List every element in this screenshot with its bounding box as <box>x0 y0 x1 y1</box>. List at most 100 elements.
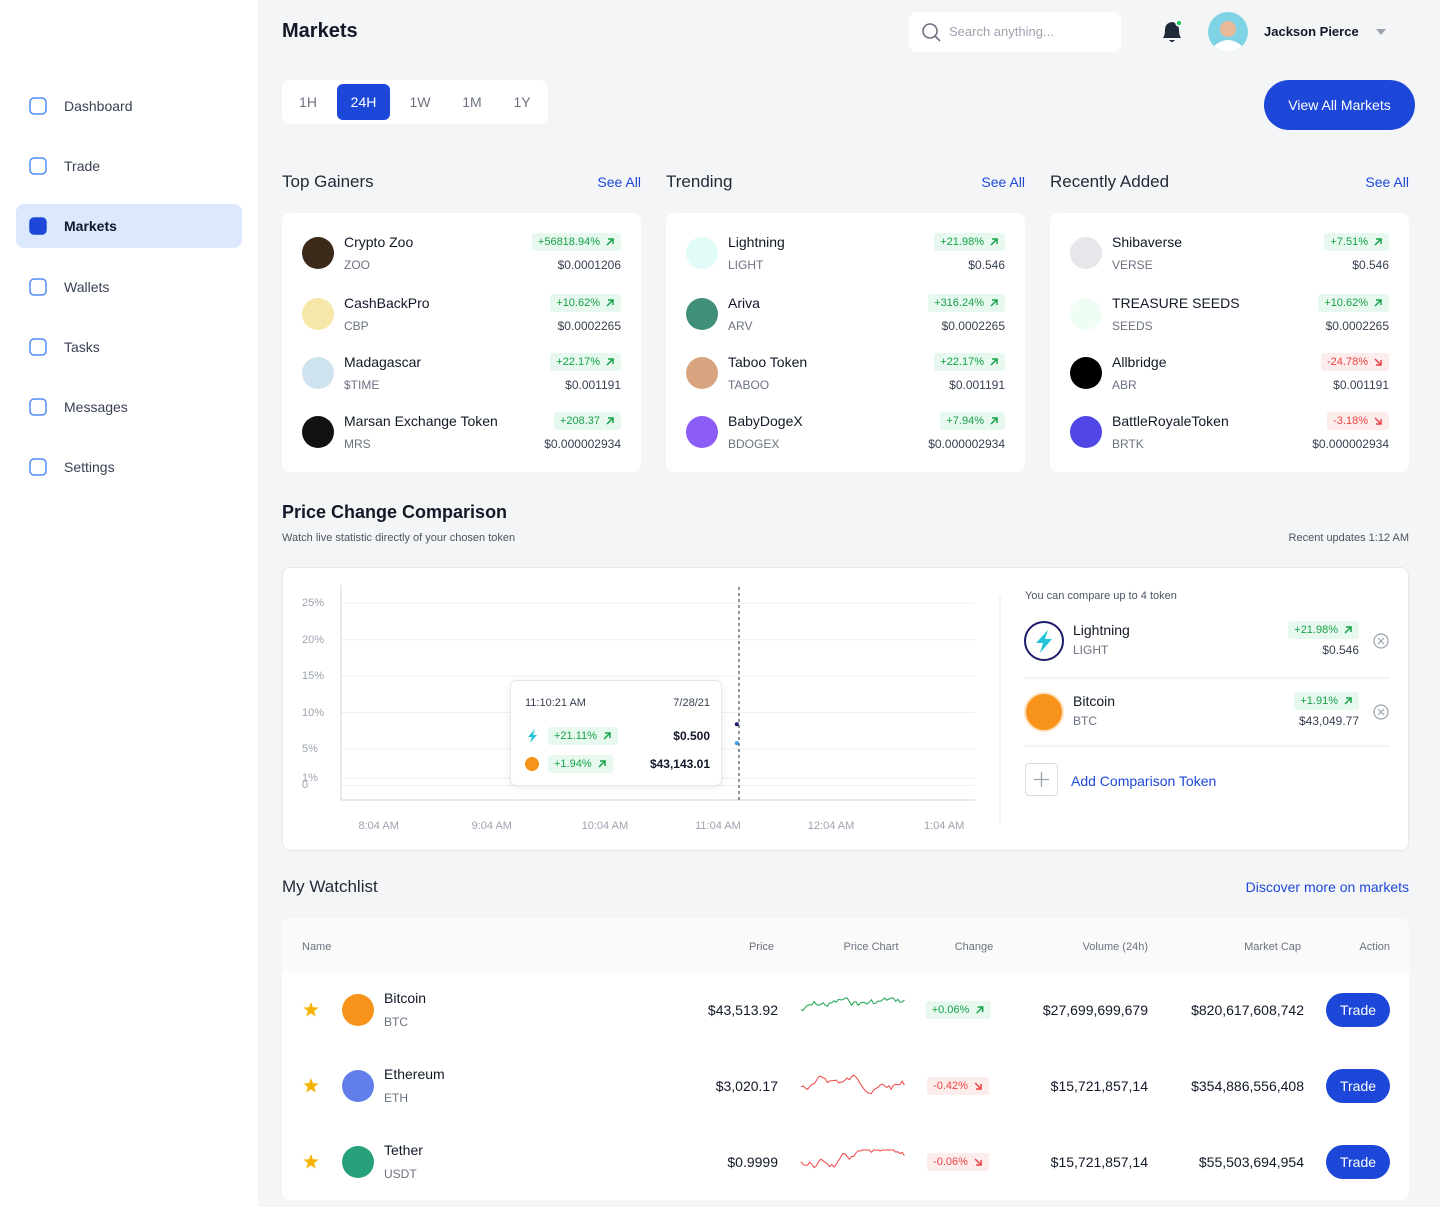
see-all-link[interactable]: See All <box>1365 174 1409 190</box>
panel-title: Trending <box>666 172 733 191</box>
coin-icon <box>1070 357 1102 389</box>
trade-button[interactable]: Trade <box>1326 1145 1390 1179</box>
arrow-icon <box>1374 238 1382 246</box>
coin-icon <box>686 298 718 330</box>
coin-symbol: ARV <box>728 319 753 333</box>
nav-item[interactable] <box>16 204 242 248</box>
arrow-icon <box>975 1006 984 1014</box>
timeframe-button[interactable]: 1W <box>409 94 431 110</box>
star-icon <box>303 1154 319 1169</box>
change-badge: +21.98% <box>934 233 1005 251</box>
hover-dot <box>734 722 739 727</box>
section-subtitle: Watch live statistic directly of your ch… <box>282 532 516 544</box>
coin-symbol: LIGHT <box>728 258 764 272</box>
timeframe-button[interactable]: 1M <box>462 94 482 110</box>
discover-link[interactable]: Discover more on markets <box>1245 879 1409 895</box>
see-all-link[interactable]: See All <box>597 174 641 190</box>
tooltip-date: 7/28/21 <box>673 697 710 709</box>
user-name[interactable]: Jackson Pierce <box>1264 24 1359 39</box>
section-title: Price Change Comparison <box>282 502 508 522</box>
sparkline <box>800 997 905 1011</box>
column-header: Price <box>748 941 774 953</box>
nav-label[interactable]: Messages <box>64 399 128 415</box>
arrow <box>990 358 998 366</box>
nav-label[interactable]: Dashboard <box>64 98 133 114</box>
panel-title: Recently Added <box>1050 172 1170 191</box>
arrow-icon <box>990 299 998 307</box>
change-value: +10.62% <box>556 297 600 309</box>
y-tick-label: 10% <box>302 706 325 719</box>
coin-price: $0.0002265 <box>557 319 621 333</box>
panel-title: Top Gainers <box>282 172 374 191</box>
arrow <box>598 760 606 768</box>
change-value: -24.78% <box>1327 356 1368 368</box>
column-header: Volume (24h) <box>1082 941 1148 953</box>
coin-symbol: SEEDS <box>1112 319 1153 333</box>
timeframe-button[interactable]: 1H <box>299 94 317 110</box>
nav-label[interactable]: Trade <box>64 158 101 174</box>
change-badge: +7.94% <box>940 412 1005 430</box>
primary-button[interactable]: View All Markets <box>1264 80 1415 130</box>
search-box[interactable] <box>909 12 1121 52</box>
change-value: +21.11% <box>554 730 597 742</box>
x-tick-label: 9:04 AM <box>471 820 512 832</box>
coin-icon <box>686 357 718 389</box>
column-header: Market Cap <box>1244 941 1301 953</box>
coin-icon <box>342 994 374 1026</box>
timeframe-group <box>282 80 548 124</box>
watchlist-header <box>282 918 1409 972</box>
star-icon <box>303 1002 319 1017</box>
arrow <box>1374 358 1382 366</box>
timeframe-button[interactable]: 24H <box>337 84 390 120</box>
nav-label[interactable]: Wallets <box>64 279 110 295</box>
add-token-link[interactable]: Add Comparison Token <box>1071 773 1217 789</box>
change-badge: -0.42% <box>927 1077 989 1095</box>
arrow-icon <box>974 1158 982 1166</box>
coin-icon <box>525 757 539 771</box>
coin-symbol: MRS <box>344 437 371 451</box>
tooltip-price: $43,143.01 <box>649 757 710 771</box>
coin-price: $0.001191 <box>949 378 1005 392</box>
change-badge: +208.37 <box>553 412 621 430</box>
trade-button[interactable]: Trade <box>1326 993 1390 1027</box>
change-value: +1.91% <box>1300 695 1338 707</box>
nav-label[interactable]: Settings <box>64 459 115 475</box>
nav-label[interactable]: Markets <box>64 218 117 234</box>
coin-name: Ethereum <box>384 1066 445 1082</box>
column-header: Action <box>1359 941 1390 953</box>
change-badge: +10.62% <box>550 294 621 312</box>
arrow <box>1374 299 1382 307</box>
x-tick-label: 8:04 AM <box>358 820 399 832</box>
nav-label[interactable]: Tasks <box>64 339 100 355</box>
coin-price: $0.0001206 <box>557 258 621 272</box>
plus-icon <box>1034 772 1049 787</box>
change-value: -0.06% <box>933 1156 968 1168</box>
timeframe-button[interactable]: 1Y <box>513 94 531 110</box>
sidebar <box>0 0 258 1207</box>
coin-price: $0.000002934 <box>1312 437 1389 451</box>
coin-name: Bitcoin <box>384 990 427 1006</box>
change-value: +22.17% <box>556 356 600 368</box>
legend-price: $43,049.77 <box>1298 714 1359 728</box>
add-token-box[interactable] <box>1025 763 1058 796</box>
tooltip <box>510 680 722 786</box>
coin-price: $0.001191 <box>565 378 621 392</box>
arrow-icon <box>1344 626 1352 634</box>
coin-name: Taboo Token <box>728 354 808 370</box>
coin-symbol: ZOO <box>344 258 370 272</box>
arrow-icon <box>598 760 606 768</box>
arrow <box>975 1006 984 1014</box>
change-value: +10.62% <box>1324 297 1368 309</box>
trade-button[interactable]: Trade <box>1326 1069 1390 1103</box>
coin-icon <box>342 1070 374 1102</box>
arrow <box>974 1082 982 1090</box>
see-all-link[interactable]: See All <box>981 174 1025 190</box>
arrow <box>603 732 611 740</box>
change-badge: -24.78% <box>1321 353 1389 371</box>
sparkline <box>800 1149 905 1169</box>
nav-icon <box>29 97 47 115</box>
change-value: +1.94% <box>554 758 592 770</box>
arrow <box>606 417 614 425</box>
